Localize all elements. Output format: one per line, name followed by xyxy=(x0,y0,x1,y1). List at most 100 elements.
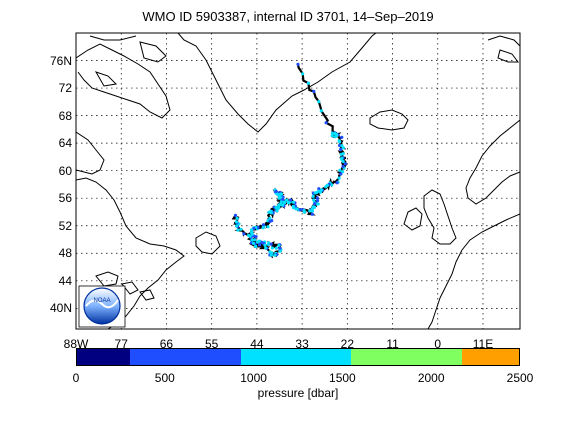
profile-marker xyxy=(269,253,273,257)
lon-tick-label: 55 xyxy=(204,337,219,351)
profile-marker xyxy=(261,226,265,230)
colorbar-segment xyxy=(130,349,241,365)
profile-marker xyxy=(295,207,299,211)
colorbar-segment xyxy=(240,349,352,365)
profile-marker xyxy=(341,152,345,156)
profile-marker xyxy=(306,81,310,85)
profile-marker xyxy=(278,246,282,251)
profile-marker xyxy=(267,210,271,214)
coastline-britain xyxy=(423,189,457,245)
float-trajectory xyxy=(231,62,348,259)
profile-marker xyxy=(270,246,274,250)
colorbar-segment xyxy=(461,349,519,365)
profile-marker xyxy=(338,143,342,148)
profile-marker xyxy=(254,235,258,239)
profile-marker xyxy=(315,196,319,200)
profile-marker xyxy=(260,240,264,244)
coastline-greenland xyxy=(177,33,377,133)
lat-tick-label: 44 xyxy=(58,273,72,288)
coastline-ireland xyxy=(403,207,423,231)
profile-marker xyxy=(278,193,282,197)
coastline-svalbard xyxy=(487,35,520,63)
profile-marker xyxy=(291,200,295,204)
noaa-logo: NOAA xyxy=(78,285,126,328)
profile-marker xyxy=(312,198,316,202)
profile-marker xyxy=(256,240,260,244)
profile-marker xyxy=(338,168,342,172)
lat-tick-label: 56 xyxy=(58,191,72,206)
profile-marker xyxy=(234,220,239,224)
lat-tick-label: 60 xyxy=(58,163,72,178)
lat-tick-label: 52 xyxy=(58,218,72,233)
coastline-great-lakes xyxy=(95,271,155,301)
profile-marker xyxy=(277,203,281,207)
lon-tick-label: 11E xyxy=(472,337,494,351)
profile-marker xyxy=(239,227,243,231)
coastline-europe xyxy=(427,213,520,329)
map-title: WMO ID 5903387, internal ID 3701, 14–Sep… xyxy=(142,9,434,24)
lon-tick-label: 0 xyxy=(434,337,442,351)
coastline-labrador xyxy=(76,177,185,329)
profile-marker xyxy=(285,198,289,202)
colorbar-segment xyxy=(351,349,462,365)
profile-marker xyxy=(242,232,246,236)
profile-marker xyxy=(311,194,315,198)
profile-marker xyxy=(312,89,316,93)
profile-marker xyxy=(324,185,328,189)
coastlines xyxy=(76,33,520,329)
lat-tick-label: 76N xyxy=(49,53,72,68)
lat-tick-label: 40N xyxy=(49,301,72,316)
profile-marker xyxy=(268,219,272,223)
profile-marker xyxy=(317,100,321,104)
profile-marker xyxy=(337,176,341,180)
colorbar-tick-label: 1000 xyxy=(240,371,267,385)
profile-marker xyxy=(343,162,347,166)
colorbar-tick-label: 0 xyxy=(72,371,80,385)
profile-marker xyxy=(281,197,285,201)
lon-tick-label: 77 xyxy=(114,337,128,351)
profile-marker xyxy=(316,198,320,203)
profile-marker xyxy=(233,213,238,217)
profile-marker xyxy=(234,224,239,228)
lon-tick-label: 88W xyxy=(63,337,89,351)
profile-marker xyxy=(236,228,240,232)
lat-tick-label: 48 xyxy=(58,246,72,261)
lon-tick-label: 11 xyxy=(386,337,399,351)
profile-marker xyxy=(250,232,254,236)
profile-marker xyxy=(339,172,343,176)
coastline-hudson xyxy=(76,131,105,175)
profile-marker xyxy=(288,198,293,202)
colorbar-tick-label: 2500 xyxy=(506,371,534,385)
colorbar-label: pressure [dbar] xyxy=(257,386,339,400)
profile-marker xyxy=(258,243,262,247)
profile-marker xyxy=(253,238,257,242)
profile-marker xyxy=(273,253,277,257)
profile-marker xyxy=(302,209,306,213)
profile-marker xyxy=(341,159,345,164)
lon-tick-label: 22 xyxy=(340,337,354,351)
profile-marker xyxy=(317,187,321,191)
profile-marker xyxy=(269,211,273,215)
noaa-logo-text: NOAA xyxy=(93,298,110,304)
profile-marker xyxy=(274,205,278,210)
profile-marker xyxy=(252,241,256,246)
profile-marker xyxy=(319,188,324,192)
profile-marker xyxy=(335,134,339,138)
profile-marker xyxy=(277,243,281,247)
profile-marker xyxy=(324,121,328,125)
graticule xyxy=(75,33,520,329)
profile-marker xyxy=(291,204,295,208)
profile-marker xyxy=(340,156,344,160)
profile-marker xyxy=(310,212,314,216)
profile-marker xyxy=(274,246,278,250)
profile-marker xyxy=(266,225,270,229)
profile-marker xyxy=(301,72,305,76)
profile-marker xyxy=(337,139,341,143)
profile-marker xyxy=(282,200,286,204)
colorbar-tick-label: 2000 xyxy=(417,371,445,385)
coastline-iceland xyxy=(369,109,409,131)
coastline-newfoundland xyxy=(195,231,221,255)
profile-marker xyxy=(267,241,271,245)
colorbar-tick-label: 1500 xyxy=(329,371,356,385)
